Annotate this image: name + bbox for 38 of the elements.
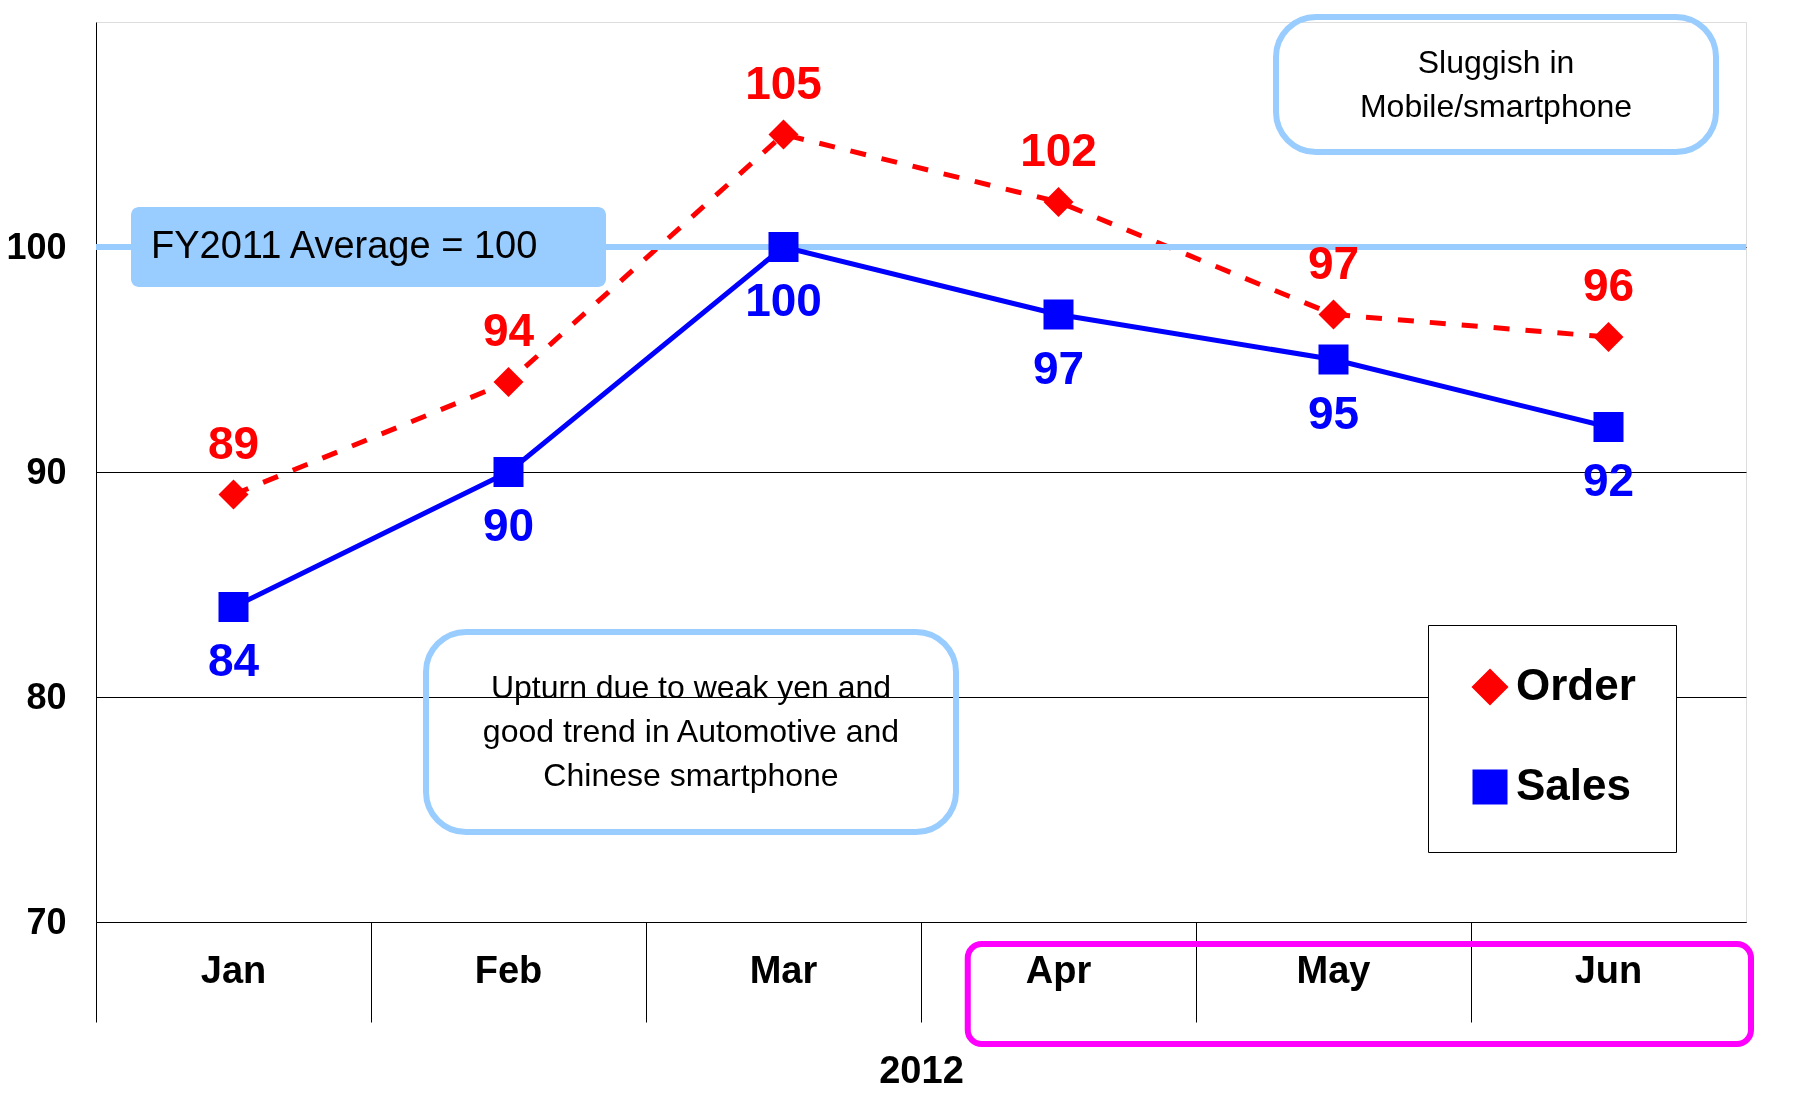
- point: [768, 232, 799, 262]
- point: [493, 457, 524, 487]
- point: [1318, 299, 1349, 330]
- y-tick-label: 70: [26, 900, 67, 942]
- data-label: 96: [1582, 259, 1635, 311]
- point: [1043, 187, 1074, 217]
- data-label: 95: [1307, 386, 1360, 439]
- x-axis-title: 2012: [879, 1049, 964, 1091]
- data-label: 89: [207, 416, 260, 469]
- x-tick-label: May: [1296, 948, 1371, 991]
- point: [218, 479, 249, 510]
- annotation: Sluggish in Mobile/smartphone: [1359, 43, 1633, 124]
- data-label: 100: [745, 274, 822, 326]
- point: [768, 119, 799, 150]
- data-label: 105: [745, 56, 822, 109]
- y-tick-label: 90: [26, 450, 67, 492]
- data-label: 97: [1032, 341, 1085, 394]
- point: [218, 592, 249, 622]
- point: [1593, 412, 1624, 442]
- point: [493, 367, 524, 397]
- point: [1318, 344, 1349, 375]
- data-label: 94: [482, 304, 535, 356]
- x-tick-label: Apr: [1025, 948, 1092, 991]
- point: [1593, 322, 1624, 352]
- x-tick-label: Mar: [749, 948, 818, 991]
- legend-label: Order: [1516, 660, 1636, 709]
- data-label: 102: [1020, 124, 1097, 176]
- data-label: 84: [207, 634, 260, 686]
- ref-line-label: FY2011 Average = 100: [151, 224, 538, 266]
- y-tick-label: 100: [6, 225, 67, 267]
- x-tick-label: Jun: [1574, 948, 1643, 991]
- data-label: 90: [482, 499, 535, 551]
- legend-label: Sales: [1516, 760, 1631, 809]
- data-label: 97: [1307, 236, 1360, 289]
- x-tick-label: Feb: [474, 948, 543, 991]
- x-tick-label: Jan: [200, 948, 267, 991]
- y-tick-label: 80: [26, 675, 67, 717]
- point: [1043, 299, 1074, 330]
